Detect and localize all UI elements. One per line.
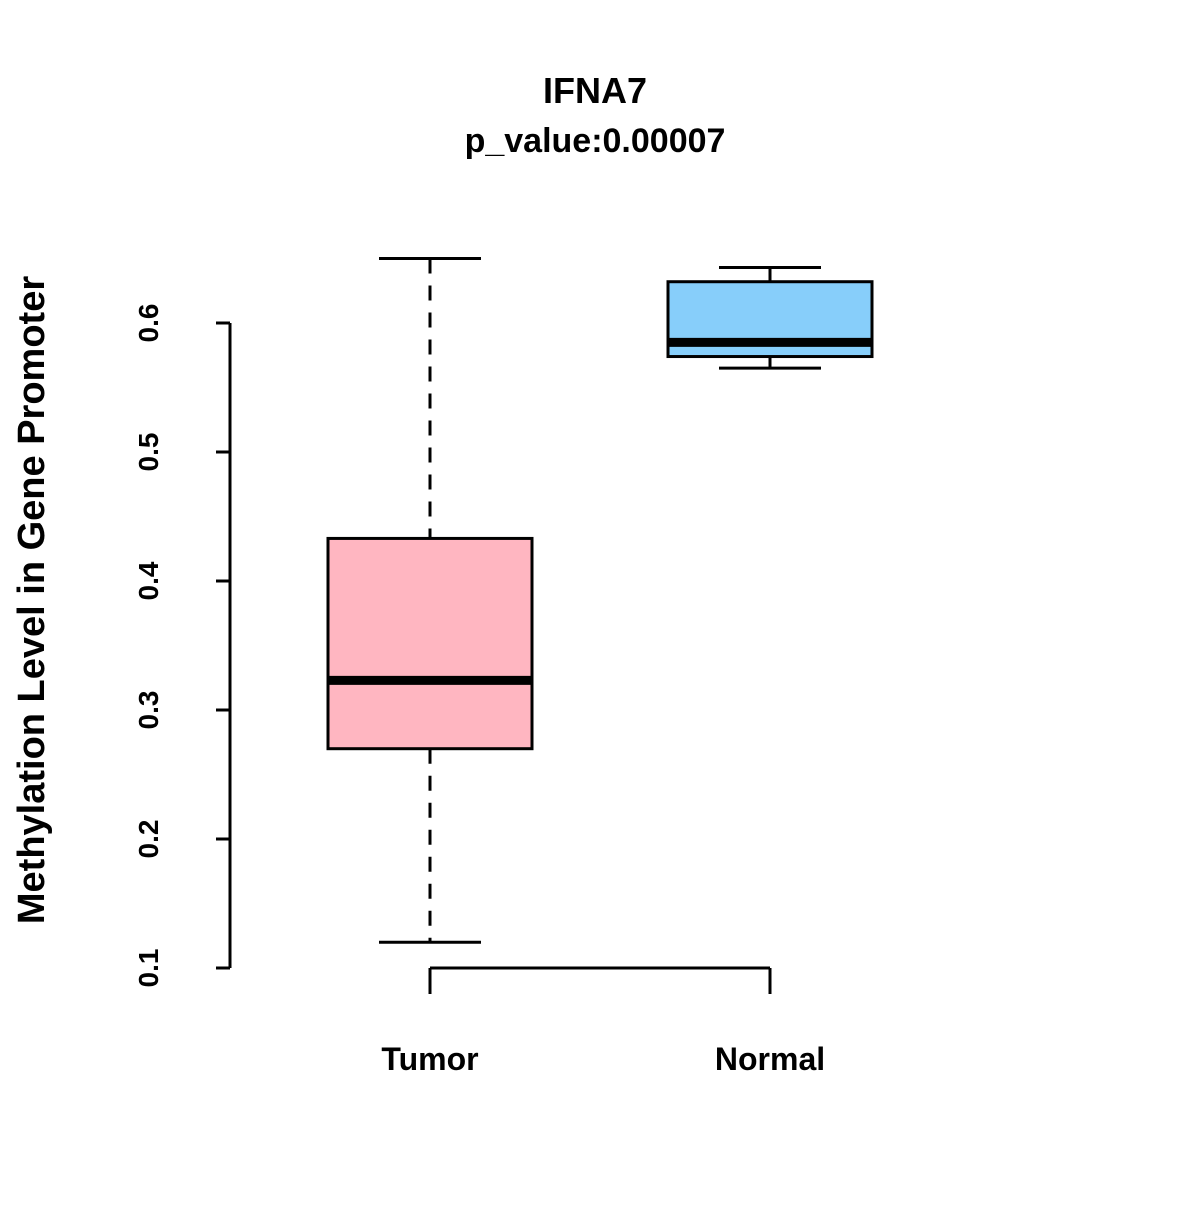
y-tick-label: 0.4	[133, 561, 164, 600]
y-tick-label: 0.1	[133, 949, 164, 988]
iqr-box-tumor	[326, 536, 534, 751]
y-tick-label: 0.5	[133, 433, 164, 472]
axes: 0.1 0.2 0.3 0.4 0.5 0.6 Tumor Normal	[133, 304, 825, 1077]
chart-title: IFNA7	[543, 70, 647, 111]
y-tick-label: 0.6	[133, 304, 164, 343]
boxplot-boxes	[326, 257, 874, 944]
y-tick-label: 0.3	[133, 691, 164, 730]
y-tick-label: 0.2	[133, 820, 164, 859]
x-category-label: Tumor	[381, 1041, 478, 1077]
x-category-label: Normal	[715, 1041, 825, 1077]
chart-subtitle: p_value:0.00007	[465, 122, 726, 160]
y-axis-title: Methylation Level in Gene Promoter	[11, 276, 53, 924]
